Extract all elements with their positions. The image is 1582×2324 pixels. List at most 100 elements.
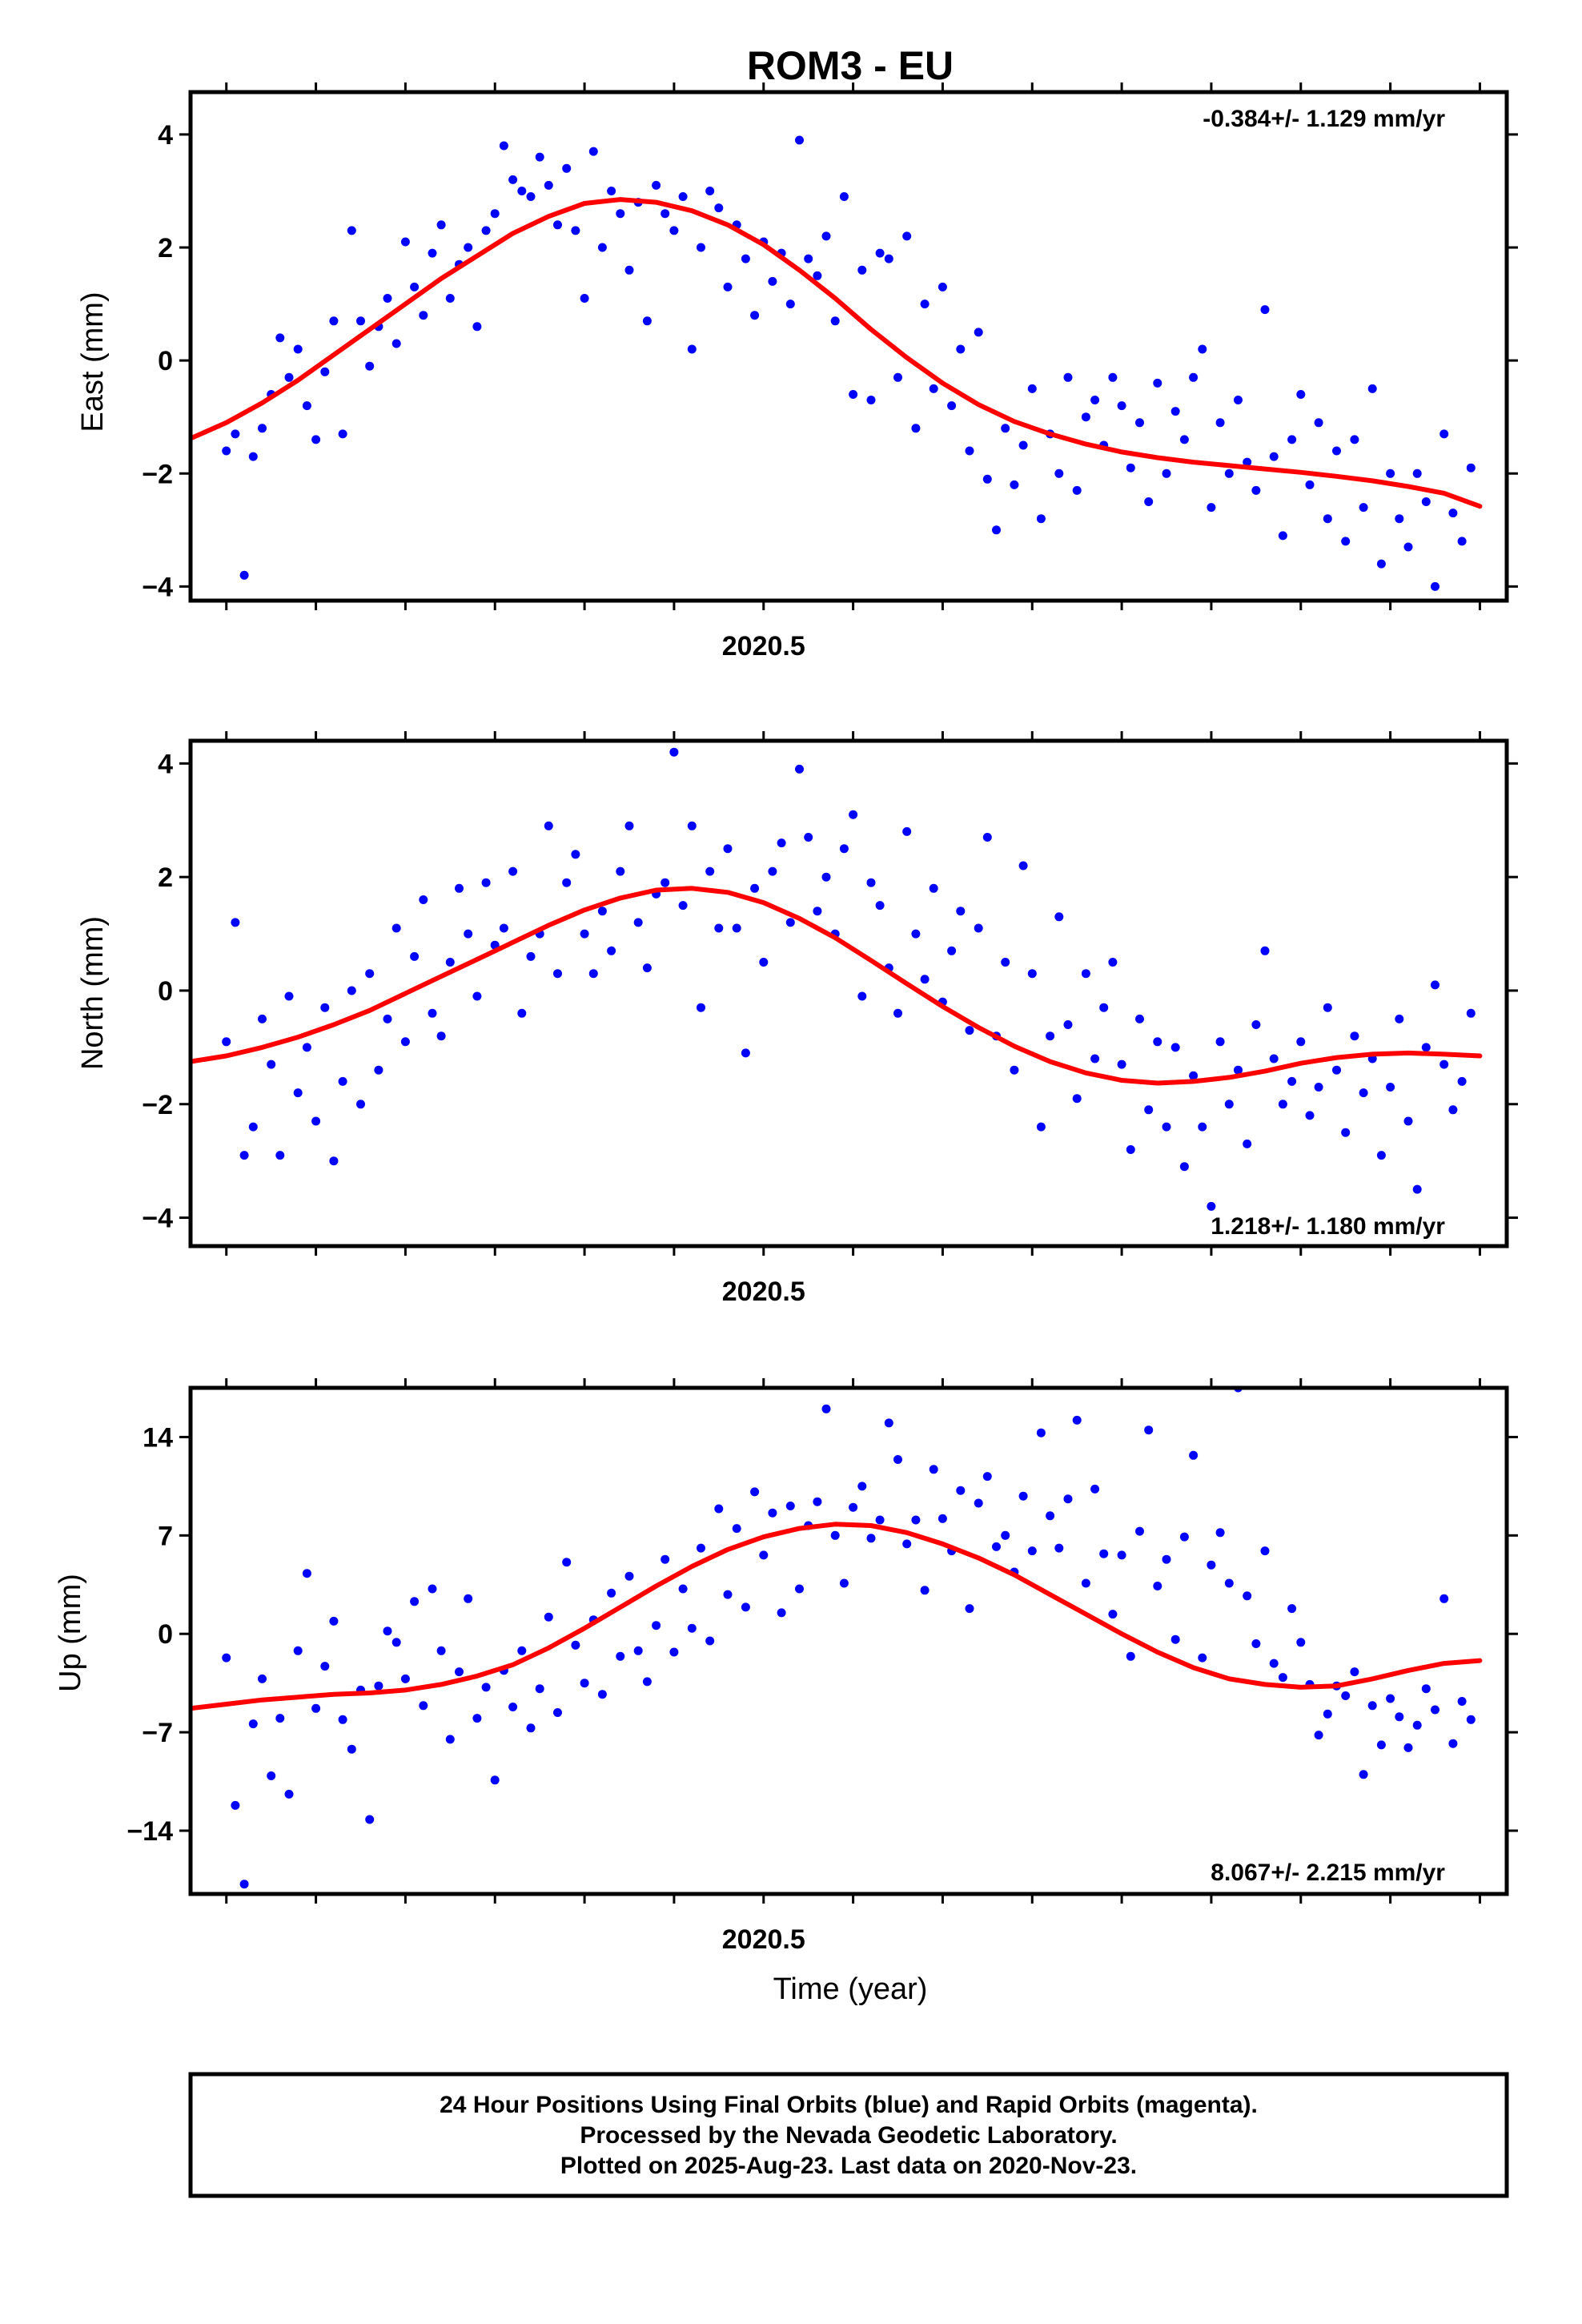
east-data-point bbox=[1207, 503, 1216, 513]
east-x-tick-label: 2020.5 bbox=[722, 631, 805, 661]
up-data-point bbox=[857, 1482, 867, 1491]
east-data-point bbox=[293, 344, 303, 354]
north-data-point bbox=[1153, 1037, 1162, 1047]
east-data-point bbox=[982, 474, 992, 484]
east-data-point bbox=[445, 294, 455, 303]
north-data-point bbox=[1108, 958, 1118, 967]
east-data-point bbox=[1350, 435, 1359, 444]
up-data-point bbox=[517, 1646, 527, 1655]
north-data-point bbox=[445, 958, 455, 967]
north-data-point bbox=[365, 969, 375, 979]
east-data-point bbox=[499, 141, 508, 151]
up-data-point bbox=[222, 1653, 231, 1663]
north-data-point bbox=[320, 1003, 330, 1012]
north-y-tick-label: −2 bbox=[142, 1090, 173, 1120]
east-data-point bbox=[813, 271, 822, 280]
up-data-point bbox=[1323, 1709, 1332, 1719]
east-data-point bbox=[1215, 418, 1225, 428]
chart-title: ROM3 - EU bbox=[747, 43, 954, 88]
north-data-point bbox=[1090, 1054, 1100, 1063]
north-data-point bbox=[965, 1026, 974, 1035]
east-fit-line bbox=[191, 197, 1483, 509]
east-y-tick-label: 4 bbox=[158, 120, 173, 151]
up-data-point bbox=[759, 1550, 769, 1560]
east-data-point bbox=[472, 322, 482, 332]
north-data-point bbox=[391, 923, 401, 933]
east-data-point bbox=[1234, 396, 1243, 404]
north-data-point bbox=[1224, 1100, 1234, 1109]
east-data-point bbox=[678, 192, 688, 201]
up-data-point bbox=[1269, 1659, 1279, 1668]
up-data-point bbox=[1081, 1578, 1090, 1588]
north-data-point bbox=[562, 878, 572, 887]
north-data-point bbox=[1215, 1037, 1225, 1047]
up-data-point bbox=[311, 1703, 321, 1713]
east-data-point bbox=[588, 147, 598, 156]
north-data-point bbox=[669, 747, 679, 757]
up-data-point bbox=[1367, 1701, 1377, 1711]
east-data-point bbox=[481, 226, 491, 235]
north-data-point bbox=[1179, 1162, 1189, 1172]
up-y-axis-label: Up (mm) bbox=[54, 1574, 87, 1692]
east-data-point bbox=[902, 231, 912, 241]
up-data-point bbox=[1412, 1720, 1422, 1730]
up-data-point bbox=[616, 1651, 625, 1661]
up-data-point bbox=[1189, 1450, 1199, 1460]
north-data-point bbox=[839, 844, 849, 854]
north-data-point bbox=[1403, 1116, 1413, 1126]
up-data-point bbox=[400, 1674, 410, 1683]
east-data-point bbox=[1251, 485, 1261, 495]
up-data-point bbox=[830, 1530, 840, 1540]
up-rate-label: 8.067+/- 2.215 mm/yr bbox=[1211, 1860, 1445, 1886]
up-data-point bbox=[267, 1771, 276, 1780]
east-data-point bbox=[275, 333, 285, 343]
up-data-point bbox=[1018, 1491, 1028, 1501]
east-data-point bbox=[419, 311, 428, 320]
east-data-point bbox=[526, 192, 536, 201]
east-data-point bbox=[1027, 384, 1037, 393]
east-y-tick-label: 2 bbox=[158, 233, 173, 263]
north-data-point bbox=[849, 810, 858, 819]
north-data-point bbox=[1314, 1083, 1323, 1092]
up-data-point bbox=[1359, 1770, 1368, 1779]
north-data-point bbox=[481, 878, 491, 887]
up-data-point bbox=[419, 1701, 428, 1711]
up-data-point bbox=[1170, 1634, 1180, 1644]
up-data-point bbox=[723, 1590, 733, 1599]
up-y-tick-label: 7 bbox=[158, 1521, 173, 1551]
up-data-point bbox=[1439, 1594, 1449, 1603]
x-axis-label: Time (year) bbox=[773, 1972, 928, 2006]
up-data-point bbox=[1215, 1528, 1225, 1538]
north-data-point bbox=[472, 991, 482, 1001]
up-data-point bbox=[365, 1815, 375, 1824]
north-data-point bbox=[1243, 1139, 1252, 1148]
north-data-point bbox=[642, 963, 652, 973]
north-data-point bbox=[759, 958, 769, 967]
up-data-point bbox=[1457, 1697, 1467, 1706]
east-data-point bbox=[1153, 378, 1162, 388]
north-data-point bbox=[947, 946, 957, 955]
east-data-point bbox=[1287, 435, 1297, 444]
up-data-point bbox=[884, 1418, 893, 1428]
east-data-point bbox=[1072, 485, 1082, 495]
up-data-point bbox=[347, 1744, 356, 1754]
north-data-point bbox=[1395, 1014, 1404, 1023]
north-y-tick-label: 4 bbox=[158, 749, 173, 779]
north-data-point bbox=[1412, 1184, 1422, 1194]
north-data-point bbox=[267, 1059, 276, 1069]
up-data-point bbox=[920, 1586, 930, 1595]
north-data-point bbox=[982, 833, 992, 842]
up-data-point bbox=[428, 1584, 437, 1594]
up-data-point bbox=[1251, 1639, 1261, 1648]
north-data-point bbox=[1278, 1100, 1287, 1109]
up-data-point bbox=[1224, 1578, 1234, 1588]
up-data-point bbox=[1108, 1610, 1118, 1619]
footer-box bbox=[188, 2072, 1509, 2198]
east-data-point bbox=[1341, 537, 1351, 546]
up-data-point bbox=[293, 1646, 303, 1655]
north-data-point bbox=[526, 951, 536, 961]
north-data-point bbox=[1323, 1003, 1332, 1012]
up-data-point bbox=[661, 1554, 670, 1564]
north-data-point bbox=[588, 969, 598, 979]
east-data-point bbox=[391, 339, 401, 348]
